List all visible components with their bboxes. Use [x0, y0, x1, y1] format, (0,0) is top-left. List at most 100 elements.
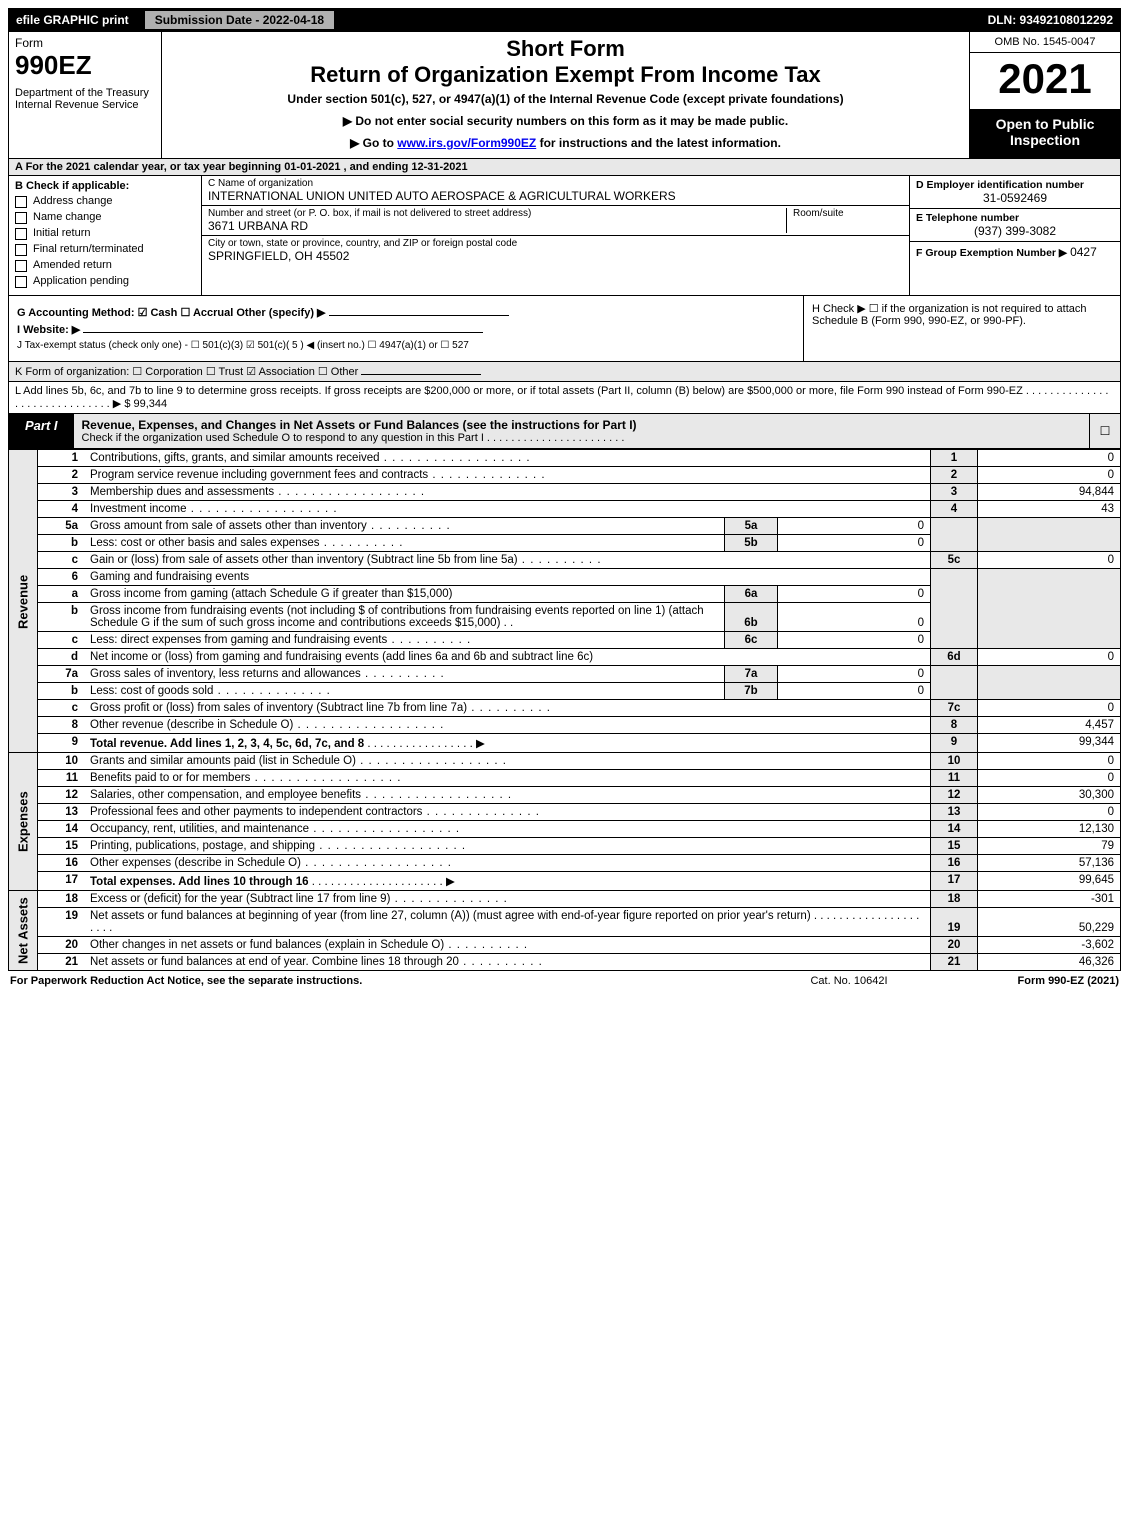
line-value: 57,136	[978, 855, 1121, 872]
org-name-label: C Name of organization	[208, 178, 903, 189]
line-desc: Less: direct expenses from gaming and fu…	[84, 632, 725, 649]
tax-exempt-status: J Tax-exempt status (check only one) - ☐…	[17, 340, 795, 351]
line-ref: 3	[931, 484, 978, 501]
part-1-table: Revenue 1 Contributions, gifts, grants, …	[8, 449, 1121, 971]
group-exemption-cell: F Group Exemption Number ▶ 0427	[910, 242, 1120, 262]
line-desc: Gross income from gaming (attach Schedul…	[84, 586, 725, 603]
goto-suffix: for instructions and the latest informat…	[536, 136, 781, 150]
line-desc: Total revenue. Add lines 1, 2, 3, 4, 5c,…	[84, 734, 931, 753]
line-value: 43	[978, 501, 1121, 518]
sub-line-ref: 7a	[725, 666, 778, 683]
line-num: 15	[38, 838, 85, 855]
greyed-cell	[931, 518, 978, 552]
line-ref: 15	[931, 838, 978, 855]
greyed-cell	[931, 569, 978, 649]
line-ref: 2	[931, 467, 978, 484]
header-right: OMB No. 1545-0047 2021 Open to Public In…	[969, 32, 1120, 158]
line-ref: 8	[931, 717, 978, 734]
greyed-cell	[931, 666, 978, 700]
ein-cell: D Employer identification number 31-0592…	[910, 176, 1120, 209]
k-text: K Form of organization: ☐ Corporation ☐ …	[15, 366, 358, 378]
line-num: d	[38, 649, 85, 666]
line-num: 11	[38, 770, 85, 787]
paperwork-notice: For Paperwork Reduction Act Notice, see …	[10, 975, 759, 987]
line-desc: Gain or (loss) from sale of assets other…	[84, 552, 931, 569]
line-ref: 14	[931, 821, 978, 838]
line-desc: Membership dues and assessments	[84, 484, 931, 501]
omb-number: OMB No. 1545-0047	[970, 32, 1120, 53]
line-desc: Grants and similar amounts paid (list in…	[84, 753, 931, 770]
line-num: 16	[38, 855, 85, 872]
line-value: 0	[978, 700, 1121, 717]
line-value: 0	[978, 753, 1121, 770]
group-exemption-value: 0427	[1070, 245, 1097, 259]
check-label: Initial return	[33, 227, 90, 239]
sub-line-value: 0	[778, 535, 931, 552]
revenue-side-label: Revenue	[9, 450, 38, 753]
line-value: 0	[978, 649, 1121, 666]
line-ref: 5c	[931, 552, 978, 569]
line-ref: 17	[931, 872, 978, 891]
line-value: 0	[978, 804, 1121, 821]
b-label: B Check if applicable:	[15, 180, 195, 192]
check-label: Address change	[33, 195, 113, 207]
return-title: Return of Organization Exempt From Incom…	[172, 62, 959, 88]
line-ref: 19	[931, 908, 978, 937]
line-num: 14	[38, 821, 85, 838]
irs-link[interactable]: www.irs.gov/Form990EZ	[397, 136, 536, 150]
efile-label: efile GRAPHIC print	[8, 13, 137, 27]
telephone-value: (937) 399-3082	[916, 224, 1114, 238]
line-num: 12	[38, 787, 85, 804]
page-footer: For Paperwork Reduction Act Notice, see …	[8, 971, 1121, 991]
check-application-pending[interactable]: Application pending	[15, 275, 195, 288]
part-1-label: Part I	[9, 414, 74, 448]
check-label: Final return/terminated	[33, 243, 144, 255]
netassets-side-label: Net Assets	[9, 891, 38, 971]
line-num: 19	[38, 908, 85, 937]
line-ref: 13	[931, 804, 978, 821]
line-num: 17	[38, 872, 85, 891]
form-header: Form 990EZ Department of the Treasury In…	[8, 32, 1121, 159]
line-value: 0	[978, 552, 1121, 569]
line-desc: Other revenue (describe in Schedule O)	[84, 717, 931, 734]
greyed-cell	[978, 666, 1121, 700]
line-ref: 12	[931, 787, 978, 804]
checkbox-icon	[15, 276, 27, 288]
sub-line-value: 0	[778, 518, 931, 535]
line-num: 1	[38, 450, 85, 467]
column-b-checkboxes: B Check if applicable: Address change Na…	[9, 176, 202, 295]
ein-label: D Employer identification number	[916, 179, 1114, 191]
website-line: I Website: ▶	[17, 323, 795, 336]
org-address-cell: Number and street (or P. O. box, if mail…	[202, 206, 909, 236]
check-name-change[interactable]: Name change	[15, 211, 195, 224]
form-reference: Form 990-EZ (2021)	[939, 975, 1119, 987]
checkbox-icon	[15, 212, 27, 224]
line-num: b	[38, 535, 85, 552]
check-address-change[interactable]: Address change	[15, 195, 195, 208]
line-desc: Total expenses. Add lines 10 through 16 …	[84, 872, 931, 891]
line-value: -301	[978, 891, 1121, 908]
form-number: 990EZ	[15, 50, 155, 81]
line-desc: Contributions, gifts, grants, and simila…	[84, 450, 931, 467]
line-value: 0	[978, 770, 1121, 787]
check-initial-return[interactable]: Initial return	[15, 227, 195, 240]
greyed-cell	[978, 518, 1121, 552]
ghij-left: G Accounting Method: ☑ Cash ☐ Accrual Ot…	[9, 296, 803, 361]
org-name-cell: C Name of organization INTERNATIONAL UNI…	[202, 176, 909, 206]
check-label: Amended return	[33, 259, 112, 271]
check-final-return[interactable]: Final return/terminated	[15, 243, 195, 256]
part-1-check[interactable]: ☐	[1089, 414, 1120, 448]
sub-line-ref: 7b	[725, 683, 778, 700]
check-amended-return[interactable]: Amended return	[15, 259, 195, 272]
line-value: 4,457	[978, 717, 1121, 734]
line-num: 18	[38, 891, 85, 908]
goto-prefix: ▶ Go to	[350, 136, 397, 150]
other-org-blank	[361, 374, 481, 375]
top-bar: efile GRAPHIC print Submission Date - 20…	[8, 8, 1121, 32]
check-label: Application pending	[33, 275, 129, 287]
section-bcdef: B Check if applicable: Address change Na…	[8, 176, 1121, 296]
h-schedule-b-check: H Check ▶ ☐ if the organization is not r…	[812, 302, 1112, 327]
line-ref: 21	[931, 954, 978, 971]
checkbox-icon	[15, 228, 27, 240]
goto-instruction: ▶ Go to www.irs.gov/Form990EZ for instru…	[172, 136, 959, 150]
